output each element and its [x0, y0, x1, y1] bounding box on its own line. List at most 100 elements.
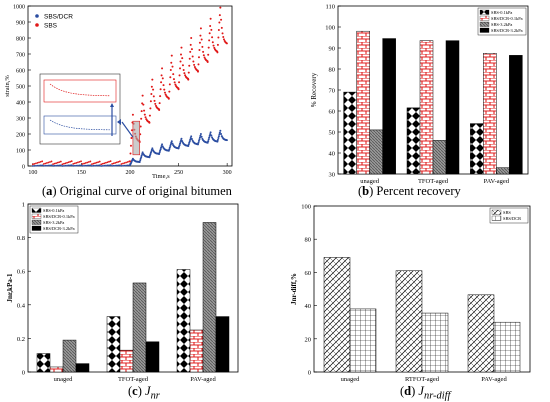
bar-SBS/DCR-0.1kPa: [356, 30, 370, 175]
point-SBS: [168, 83, 171, 86]
point-SBS/DCR: [112, 164, 115, 167]
point-SBS: [178, 74, 181, 77]
x-tick-label: unaged: [360, 178, 380, 185]
bar-SBS-3.2kPa: [202, 222, 217, 373]
point-SBS: [198, 41, 201, 44]
point-SBS/DCR: [161, 143, 164, 146]
point-SBS: [160, 74, 163, 77]
point-SBS/DCR: [73, 164, 76, 167]
point-SBS: [144, 116, 147, 119]
point-SBS: [61, 163, 64, 166]
point-SBS/DCR: [123, 164, 126, 167]
point-SBS: [161, 77, 164, 80]
point-SBS: [41, 160, 44, 163]
point-SBS/DCR: [225, 139, 228, 142]
y-axis-label: % Recovery: [310, 72, 318, 107]
point-SBS/DCR: [180, 137, 183, 140]
legend-swatch-SBS/DCR-0.1kPa: [479, 15, 490, 21]
x-tick-label: PAV-aged: [484, 178, 510, 185]
point-SBS: [191, 55, 194, 58]
point-SBS: [188, 64, 191, 67]
point-SBS: [50, 160, 53, 163]
point-SBS: [202, 54, 205, 57]
y-tick-label: 20: [305, 336, 312, 343]
point-SBS/DCR: [120, 165, 123, 167]
point-SBS: [162, 84, 165, 87]
y-axis-label: Jnr,kPa-1: [6, 273, 14, 303]
bar-SBS/DCR-0.1kPa: [119, 349, 134, 373]
point-SBS/DCR: [170, 140, 173, 143]
point-SBS/DCR: [197, 141, 200, 144]
point-SBS: [211, 41, 214, 44]
point-SBS: [108, 160, 110, 163]
point-SBS/DCR: [179, 141, 182, 143]
inset-box-dcr: [43, 115, 117, 135]
point-SBS: [188, 57, 191, 60]
point-SBS/DCR: [140, 154, 143, 157]
point-SBS/DCR: [178, 145, 181, 148]
point-SBS: [63, 162, 65, 165]
point-SBS/DCR: [159, 149, 162, 152]
point-SBS/DCR: [190, 138, 193, 141]
point-SBS/DCR: [94, 164, 96, 167]
x-tick-label: 300: [223, 170, 232, 176]
point-SBS/DCR: [42, 165, 45, 167]
bar-SBS-3.2kPa: [132, 282, 147, 373]
point-SBS: [80, 160, 82, 163]
y-tick-label: 0: [308, 370, 311, 377]
point-SBS/DCR: [101, 164, 104, 167]
point-SBS/DCR: [139, 159, 142, 162]
y-tick-label: 500: [16, 85, 25, 91]
point-SBS: [207, 53, 210, 56]
point-SBS/DCR: [33, 164, 36, 167]
point-SBS/DCR: [67, 164, 70, 167]
point-SBS/DCR: [70, 164, 73, 167]
legend-swatch-SBS: [491, 209, 502, 215]
point-SBS/DCR: [216, 138, 219, 141]
point-SBS: [59, 160, 62, 163]
bar-SBS/DCR-3.2kPa: [215, 316, 230, 373]
point-SBS: [105, 161, 107, 164]
point-SBS/DCR: [80, 164, 82, 167]
point-SBS: [123, 162, 126, 164]
point-SBS: [49, 161, 51, 163]
point-SBS/DCR: [160, 146, 163, 149]
point-SBS/DCR: [178, 144, 181, 147]
point-SBS: [142, 103, 145, 106]
point-SBS/DCR: [198, 138, 201, 141]
y-tick-label: 300: [16, 117, 25, 123]
y-tick-label: 60: [305, 270, 312, 277]
point-SBS: [84, 162, 87, 164]
point-SBS/DCR: [189, 138, 192, 141]
y-tick-label: 100: [301, 204, 311, 211]
point-SBS: [94, 162, 96, 165]
point-SBS: [174, 83, 177, 86]
point-SBS: [103, 162, 106, 165]
point-SBS/DCR: [158, 151, 161, 154]
point-SBS: [222, 38, 225, 41]
point-SBS: [207, 46, 210, 49]
point-SBS/DCR: [83, 164, 86, 167]
point-SBS/DCR: [197, 143, 199, 146]
point-SBS: [89, 160, 92, 163]
point-SBS/DCR: [106, 164, 109, 167]
point-SBS: [178, 81, 181, 84]
point-SBS: [122, 162, 124, 165]
y-tick-label: 1000: [13, 5, 25, 11]
bar-SBS: [395, 270, 423, 373]
point-SBS: [199, 27, 202, 30]
point-SBS: [64, 162, 67, 165]
point-SBS: [148, 114, 151, 117]
legend-label: SBS/DCR-0.1kPa: [43, 214, 75, 219]
point-SBS/DCR: [187, 143, 190, 146]
point-SBS/DCR: [207, 138, 210, 141]
point-SBS: [149, 100, 152, 103]
point-SBS: [45, 162, 48, 164]
point-SBS: [172, 73, 175, 76]
x-tick-label: unaged: [341, 376, 361, 383]
point-SBS: [154, 102, 157, 105]
point-SBS: [143, 109, 146, 112]
point-SBS/DCR: [86, 164, 89, 167]
point-SBS: [35, 162, 37, 165]
point-SBS: [208, 32, 211, 35]
